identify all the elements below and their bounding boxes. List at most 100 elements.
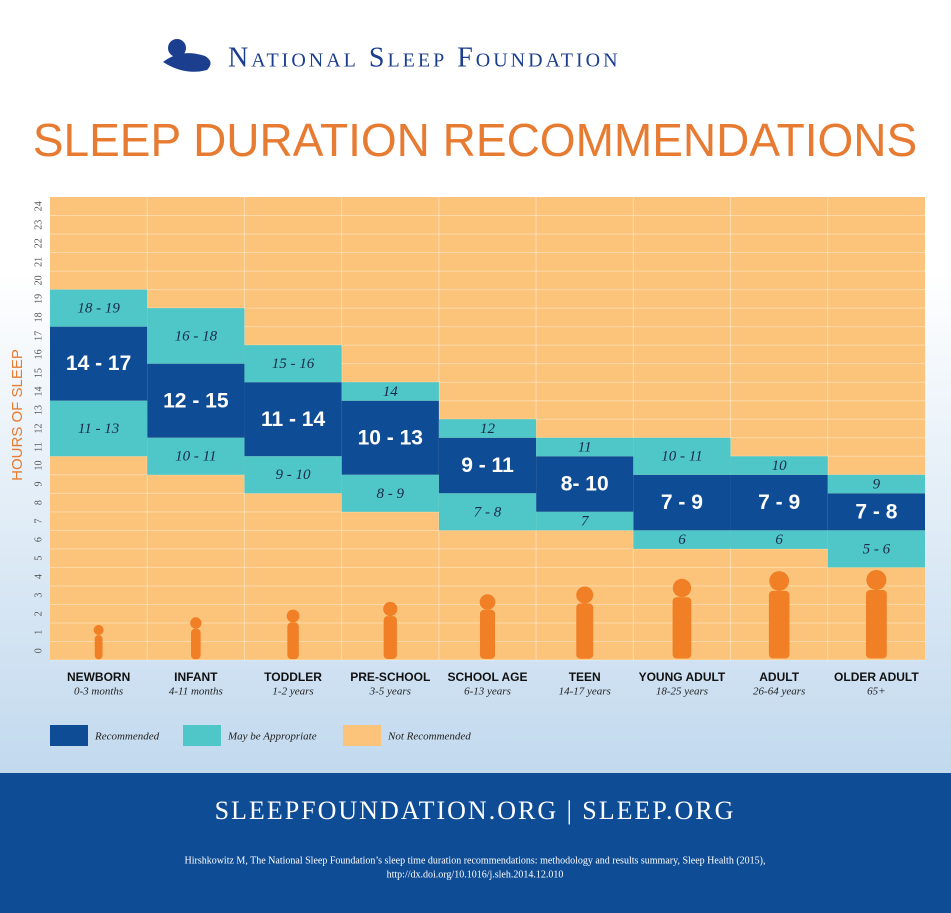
y-tick-label: 6 — [33, 537, 44, 542]
value-label: 16 - 18 — [175, 328, 218, 344]
value-label: 6 — [775, 532, 783, 548]
silhouette-body — [479, 609, 496, 659]
silhouette-body — [865, 590, 887, 659]
y-tick-label: 15 — [33, 368, 44, 378]
y-tick-label: 23 — [33, 220, 44, 230]
citation: Hirshkowitz M, The National Sleep Founda… — [184, 855, 765, 866]
value-label: 7 - 8 — [474, 504, 502, 520]
silhouette — [383, 601, 398, 659]
legend-swatch — [50, 725, 88, 746]
y-tick-label: 7 — [33, 519, 44, 524]
y-tick-label: 18 — [33, 312, 44, 322]
silhouette-body — [94, 635, 103, 660]
category-label: TEEN — [569, 670, 601, 684]
y-axis-label: HOURS OF SLEEP — [9, 349, 26, 481]
footer-band — [0, 773, 951, 913]
category-label: OLDER ADULT — [834, 670, 919, 684]
y-tick-label: 9 — [33, 482, 44, 487]
legend-swatch — [183, 725, 221, 746]
value-label: 8 - 9 — [377, 486, 405, 502]
category-sublabel: 6-13 years — [464, 686, 511, 698]
category-label: SCHOOL AGE — [447, 670, 527, 684]
y-tick-label: 2 — [33, 611, 44, 616]
category-label: PRE-SCHOOL — [350, 670, 430, 684]
appropriate-bar — [633, 437, 731, 475]
category-sublabel: 65+ — [867, 686, 885, 698]
y-tick-label: 24 — [33, 201, 44, 211]
silhouette — [479, 594, 496, 659]
y-tick-label: 12 — [33, 424, 44, 434]
value-label: 11 — [578, 439, 592, 455]
y-tick-label: 8 — [33, 500, 44, 505]
y-tick-label: 21 — [33, 257, 44, 267]
logo — [163, 39, 211, 72]
value-label: 14 - 17 — [66, 352, 131, 375]
silhouette-body — [287, 622, 299, 660]
y-tick-label: 11 — [33, 442, 44, 452]
y-tick-label: 22 — [33, 238, 44, 248]
recommended-bar — [827, 493, 925, 531]
value-label: 7 — [581, 514, 590, 530]
y-tick-label: 14 — [33, 386, 44, 396]
silhouette — [865, 570, 887, 659]
value-label: 8- 10 — [561, 473, 609, 496]
silhouette-head — [576, 586, 594, 604]
appropriate-bar — [244, 345, 342, 383]
appropriate-bar — [730, 456, 828, 475]
value-label: 11 - 13 — [78, 421, 119, 437]
recommended-bar — [536, 456, 634, 512]
appropriate-bar — [827, 474, 925, 494]
appropriate-bar — [536, 511, 634, 531]
y-tick-label: 13 — [33, 405, 44, 415]
value-label: 12 - 15 — [163, 389, 229, 412]
silhouette-head — [286, 609, 300, 623]
appropriate-bar — [147, 308, 245, 364]
chart-title: SLEEP DURATION RECOMMENDATIONS — [33, 114, 917, 166]
category-sublabel: 4-11 months — [169, 686, 223, 698]
value-label: 10 - 13 — [358, 426, 423, 449]
legend-label: Not Recommended — [387, 731, 471, 743]
value-label: 11 - 14 — [261, 408, 326, 431]
recommended-bar — [633, 474, 731, 531]
category-sublabel: 26-64 years — [753, 686, 805, 698]
appropriate-bar — [438, 419, 537, 438]
legend-label: Recommended — [94, 731, 160, 743]
y-tick-label: 17 — [33, 331, 44, 341]
footer-links: SLEEPFOUNDATION.ORG | SLEEP.ORG — [215, 796, 736, 825]
silhouette-head — [383, 601, 398, 617]
value-label: 10 — [772, 458, 788, 474]
appropriate-bar — [341, 474, 439, 512]
appropriate-bar — [827, 530, 925, 568]
silhouette — [768, 571, 790, 659]
silhouette-body — [768, 590, 790, 659]
y-tick-label: 1 — [33, 630, 44, 635]
category-label: NEWBORN — [67, 670, 130, 684]
recommended-bar — [244, 382, 342, 457]
value-label: 10 - 11 — [661, 449, 702, 465]
recommended-bar — [730, 474, 828, 531]
category-label: INFANT — [174, 670, 218, 684]
silhouette-body — [576, 603, 594, 659]
value-label: 10 - 11 — [175, 449, 216, 465]
category-label: YOUNG ADULT — [639, 670, 726, 684]
legend-swatch — [343, 725, 381, 746]
y-tick-label: 10 — [33, 461, 44, 471]
value-label: 9 - 11 — [461, 454, 514, 477]
value-label: 7 - 8 — [855, 500, 897, 523]
silhouette-head — [479, 594, 496, 610]
silhouette — [93, 625, 104, 660]
category-sublabel: 18-25 years — [656, 686, 708, 698]
value-label: 18 - 19 — [77, 301, 120, 317]
y-tick-label: 3 — [33, 593, 44, 598]
silhouette-head — [93, 625, 104, 635]
recommended-bar — [147, 363, 245, 438]
value-label: 15 - 16 — [272, 356, 315, 372]
appropriate-bar — [50, 400, 148, 457]
category-label: ADULT — [759, 670, 799, 684]
appropriate-bar — [438, 493, 537, 531]
y-tick-label: 20 — [33, 275, 44, 285]
silhouette — [672, 578, 692, 659]
value-label: 7 - 9 — [661, 491, 703, 514]
appropriate-bar — [147, 437, 245, 475]
category-sublabel: 0-3 months — [74, 686, 123, 698]
